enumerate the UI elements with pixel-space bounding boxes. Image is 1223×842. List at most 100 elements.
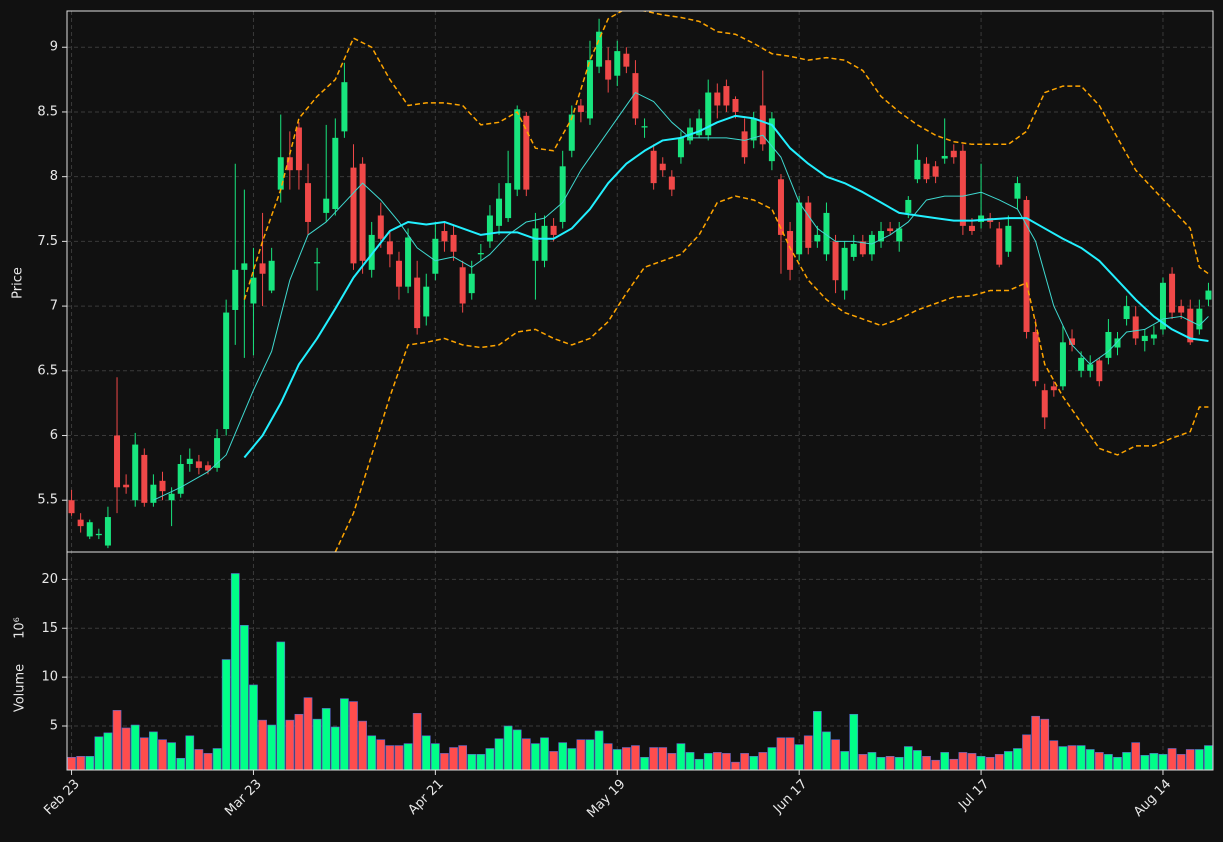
candle-body — [978, 215, 985, 222]
volume-bar — [130, 724, 140, 770]
volume-bar — [240, 625, 249, 770]
indicator-line — [334, 195, 1209, 552]
volume-bar — [1094, 752, 1104, 770]
volume-bar — [258, 719, 267, 770]
volume-bar — [512, 729, 522, 770]
volume-bar — [312, 718, 322, 770]
candle-body — [777, 179, 784, 235]
volume-bar — [994, 754, 1004, 770]
volume-bar — [976, 756, 986, 770]
volume-bar — [931, 759, 940, 770]
candle-body — [1078, 357, 1085, 371]
candle-body — [1023, 199, 1030, 332]
volume-bar — [1031, 715, 1040, 770]
volume-bar — [1076, 745, 1086, 770]
volume-bar — [85, 756, 95, 770]
y-tick-label: 7 — [50, 299, 58, 314]
volume-bar — [894, 756, 904, 770]
volume-bar — [776, 737, 786, 770]
volume-bar — [1131, 742, 1141, 770]
price-axis-label: Price — [11, 267, 26, 299]
volume-bar — [785, 737, 795, 770]
candle-body — [550, 225, 557, 235]
y-tick-label: 10 — [41, 670, 58, 685]
volume-bar — [485, 748, 495, 770]
candle-body — [104, 517, 111, 546]
volume-bar — [703, 753, 713, 770]
candle-body — [250, 277, 257, 304]
candle-body — [714, 92, 721, 106]
volume-bar — [203, 753, 213, 770]
volume-bar — [612, 749, 622, 770]
volume-bar — [531, 743, 540, 770]
candle-body — [641, 126, 648, 128]
candle-body — [341, 82, 348, 132]
volume-bar — [922, 756, 931, 770]
candle-body — [1114, 338, 1121, 348]
candle-body — [514, 109, 521, 190]
volume-axis-label: Volume — [13, 664, 28, 712]
volume-bar — [349, 701, 358, 770]
volume-bar — [631, 745, 640, 770]
volume-bar — [394, 745, 404, 770]
candle-body — [1159, 282, 1166, 330]
candle-body — [332, 137, 339, 210]
volume-bar — [740, 753, 749, 770]
candle-body — [132, 444, 139, 501]
candle-body — [632, 73, 639, 119]
volume-bar — [567, 748, 577, 770]
candle-body — [114, 435, 121, 488]
y-tick-label: 6.5 — [37, 363, 58, 378]
volume-bar — [1176, 754, 1186, 770]
candle-body — [623, 53, 630, 67]
volume-bar — [876, 756, 886, 770]
volume-bar — [758, 752, 768, 770]
candle-body — [568, 114, 575, 151]
candle-body — [377, 215, 384, 239]
candle-body — [996, 228, 1003, 265]
candle-body — [923, 163, 930, 180]
candle-body — [532, 228, 539, 261]
volume-bar — [649, 747, 658, 770]
candle-body — [696, 118, 703, 136]
volume-bar — [249, 684, 258, 770]
candle-body — [732, 99, 739, 112]
volume-bar — [813, 711, 822, 770]
y-tick-label: 20 — [41, 572, 58, 587]
volume-bar — [867, 752, 877, 770]
candle-body — [1196, 308, 1203, 330]
volume-bar — [967, 753, 977, 770]
volume-bar — [1013, 748, 1022, 770]
volume-bar — [949, 758, 959, 770]
volume-bar — [230, 573, 240, 770]
volume-bar — [458, 745, 467, 770]
volume-bar — [94, 736, 104, 770]
candle-body — [496, 198, 503, 226]
volume-bar — [694, 758, 704, 770]
candle-body — [823, 212, 830, 255]
candle-body — [1032, 331, 1039, 382]
volume-bar — [412, 713, 422, 770]
volume-bar — [549, 751, 558, 770]
volume-bar — [803, 735, 813, 770]
candle-body — [450, 234, 457, 252]
candle-body — [523, 115, 530, 190]
candle-body — [195, 461, 202, 468]
candle-body — [1050, 386, 1057, 391]
volume-bar — [594, 730, 604, 770]
indicator-line — [243, 11, 1209, 300]
volume-bar — [403, 743, 413, 770]
volume-bar — [1022, 734, 1031, 770]
volume-bar — [749, 756, 759, 770]
candle-body — [223, 312, 230, 430]
candle-body — [1059, 342, 1066, 387]
volume-bar — [76, 756, 85, 770]
candle-body — [541, 225, 548, 261]
candle-body — [305, 183, 312, 222]
volume-bar — [1204, 745, 1213, 770]
volume-bar — [421, 735, 431, 770]
volume-bar — [985, 756, 995, 770]
volume-bar — [831, 739, 840, 770]
volume-bar — [712, 752, 722, 770]
